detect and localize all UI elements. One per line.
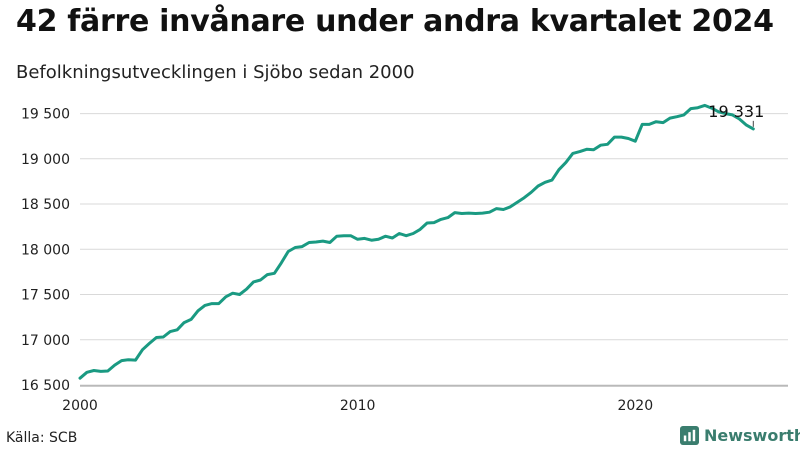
series-layer — [78, 103, 755, 380]
brand-logo[interactable]: Newsworthy — [680, 426, 800, 445]
grid-lines — [80, 113, 788, 387]
y-tick-label: 17 500 — [21, 288, 70, 304]
newsworthy-logo-icon — [680, 426, 699, 445]
end-value-label: 19 331 — [708, 102, 764, 121]
x-tick-label: 2020 — [617, 398, 653, 414]
y-axis-ticks: 16 500 17 000 17 500 18 000 18 500 19 000 19 5… — [21, 107, 70, 394]
y-tick-label: 18 000 — [21, 242, 70, 258]
y-tick-label: 16 500 — [21, 378, 70, 394]
series-line — [78, 103, 755, 380]
x-axis-ticks: 2000 2010 2020 — [62, 398, 653, 414]
chart-subtitle: Befolkningsutvecklingen i Sjöbo sedan 20… — [16, 62, 415, 83]
x-tick-label: 2010 — [340, 398, 376, 414]
y-tick-label: 19 500 — [21, 107, 70, 123]
y-tick-label: 17 000 — [21, 333, 70, 349]
brand-name: Newsworthy — [704, 426, 800, 445]
y-tick-label: 18 500 — [21, 197, 70, 213]
chart-title: 42 färre invånare under andra kvartalet … — [16, 4, 774, 39]
x-tick-label: 2000 — [62, 398, 98, 414]
source-note: Källa: SCB — [6, 430, 78, 446]
end-label-layer: 19 331 — [708, 102, 764, 127]
y-tick-label: 19 000 — [21, 152, 70, 168]
